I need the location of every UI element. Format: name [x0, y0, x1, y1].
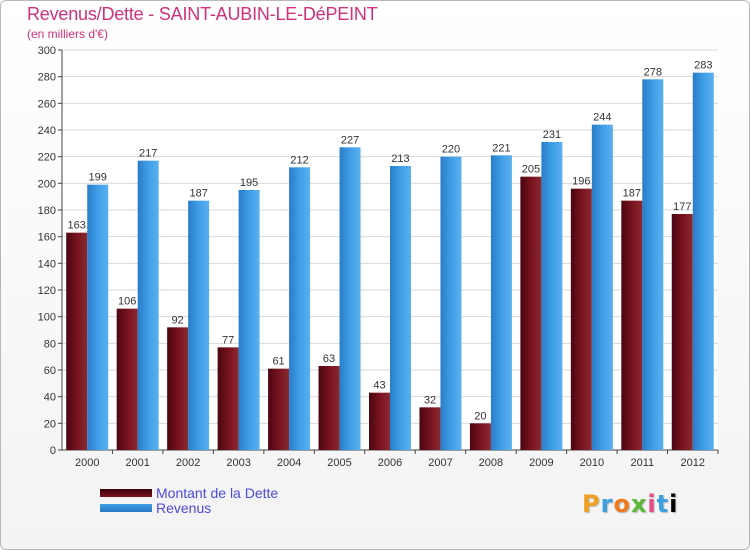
data-label-revenus-2003: 195 — [240, 177, 258, 189]
x-tick-label: 2009 — [529, 457, 553, 469]
y-tick-label: 240 — [38, 125, 56, 137]
bar-dette-2010 — [570, 188, 592, 450]
bar-dette-2000 — [66, 232, 88, 450]
x-tick-label: 2004 — [277, 457, 301, 469]
bar-dette-2004 — [268, 368, 290, 450]
x-tick-label: 2012 — [681, 457, 705, 469]
bar-revenus-2004 — [289, 167, 311, 451]
x-tick-label: 2002 — [176, 457, 200, 469]
x-tick-label: 2003 — [226, 457, 250, 469]
bar-dette-2009 — [520, 176, 542, 450]
y-tick-label: 100 — [38, 312, 56, 324]
x-tick-label: 2000 — [75, 457, 99, 469]
data-label-dette-2012: 177 — [673, 201, 691, 213]
chart-title: Revenus/Dette - SAINT-AUBIN-LE-DéPEINT — [27, 4, 378, 24]
data-label-dette-2005: 63 — [323, 353, 335, 365]
bar-revenus-2008 — [490, 155, 512, 451]
x-tick-label: 2008 — [479, 457, 503, 469]
legend-swatch-revenus — [100, 504, 152, 512]
x-tick-label: 2010 — [580, 457, 604, 469]
bar-revenus-2009 — [541, 142, 563, 450]
bar-revenus-2002 — [188, 200, 210, 450]
data-label-revenus-2002: 187 — [189, 188, 207, 200]
y-tick-label: 260 — [38, 98, 56, 110]
data-label-dette-2003: 77 — [222, 334, 234, 346]
bar-revenus-2006 — [390, 166, 411, 450]
bar-revenus-2001 — [137, 160, 159, 450]
y-tick-label: 80 — [44, 338, 56, 350]
data-label-revenus-2008: 221 — [492, 142, 510, 154]
y-tick-label: 40 — [44, 392, 56, 404]
bar-dette-2003 — [217, 347, 239, 450]
y-tick-label: 20 — [44, 418, 56, 430]
y-tick-label: 200 — [38, 178, 56, 190]
bar-dette-2011 — [621, 200, 643, 450]
x-tick-label: 2005 — [327, 457, 351, 469]
data-label-dette-2006: 43 — [373, 380, 385, 392]
bar-revenus-2003 — [238, 190, 260, 450]
bar-dette-2005 — [318, 366, 340, 450]
x-tick-label: 2006 — [378, 457, 402, 469]
y-tick-label: 140 — [38, 258, 56, 270]
x-tick-label: 2001 — [125, 457, 149, 469]
data-label-revenus-2005: 227 — [341, 134, 359, 146]
legend-label-revenus: Revenus — [156, 500, 212, 516]
bar-revenus-2010 — [591, 124, 613, 451]
chart-subtitle: (en milliers d'€) — [27, 27, 108, 41]
data-label-dette-2002: 92 — [172, 314, 184, 326]
data-label-dette-2000: 163 — [68, 220, 86, 232]
y-tick-label: 280 — [38, 72, 56, 84]
data-label-dette-2009: 205 — [522, 164, 540, 176]
bar-dette-2002 — [167, 327, 189, 450]
data-label-dette-2001: 106 — [118, 296, 136, 308]
data-label-revenus-2007: 220 — [442, 144, 460, 156]
proxiti-logo: Proxiti — [582, 490, 679, 518]
y-tick-label: 300 — [38, 45, 56, 57]
bar-dette-2006 — [369, 392, 390, 450]
legend-item-dette: Montant de la Dette — [100, 485, 278, 501]
data-label-revenus-2012: 283 — [694, 60, 712, 72]
legend: Montant de la Dette Revenus — [100, 485, 440, 520]
data-label-revenus-2001: 217 — [139, 148, 157, 160]
data-label-dette-2007: 32 — [424, 394, 436, 406]
data-label-revenus-2011: 278 — [644, 66, 662, 78]
bar-revenus-2012 — [692, 72, 714, 451]
data-label-revenus-2009: 231 — [543, 129, 561, 141]
bar-dette-2008 — [469, 423, 491, 450]
bar-dette-2007 — [419, 407, 441, 450]
x-tick-label: 2011 — [630, 457, 654, 469]
data-label-revenus-2004: 212 — [290, 154, 308, 166]
bar-revenus-2011 — [642, 79, 664, 450]
y-tick-label: 0 — [50, 445, 56, 457]
bar-dette-2012 — [671, 214, 693, 450]
y-tick-label: 60 — [44, 365, 56, 377]
data-label-dette-2010: 196 — [572, 176, 590, 188]
y-tick-label: 220 — [38, 152, 56, 164]
y-tick-label: 180 — [38, 205, 56, 217]
x-tick-label: 2007 — [428, 457, 452, 469]
y-tick-label: 120 — [38, 285, 56, 297]
bar-dette-2001 — [116, 308, 138, 450]
legend-swatch-dette — [100, 489, 152, 497]
bar-revenus-2000 — [87, 184, 109, 450]
legend-label-dette: Montant de la Dette — [156, 485, 279, 501]
data-label-revenus-2006: 213 — [391, 153, 409, 165]
data-label-dette-2011: 187 — [623, 188, 641, 200]
y-tick-label: 160 — [38, 232, 56, 244]
data-label-revenus-2010: 244 — [593, 112, 611, 124]
data-label-dette-2004: 61 — [272, 356, 284, 368]
bar-revenus-2005 — [339, 147, 361, 451]
legend-item-revenus: Revenus — [100, 500, 211, 516]
data-label-dette-2008: 20 — [474, 410, 486, 422]
bar-revenus-2007 — [440, 156, 462, 450]
data-label-revenus-2000: 199 — [89, 172, 107, 184]
